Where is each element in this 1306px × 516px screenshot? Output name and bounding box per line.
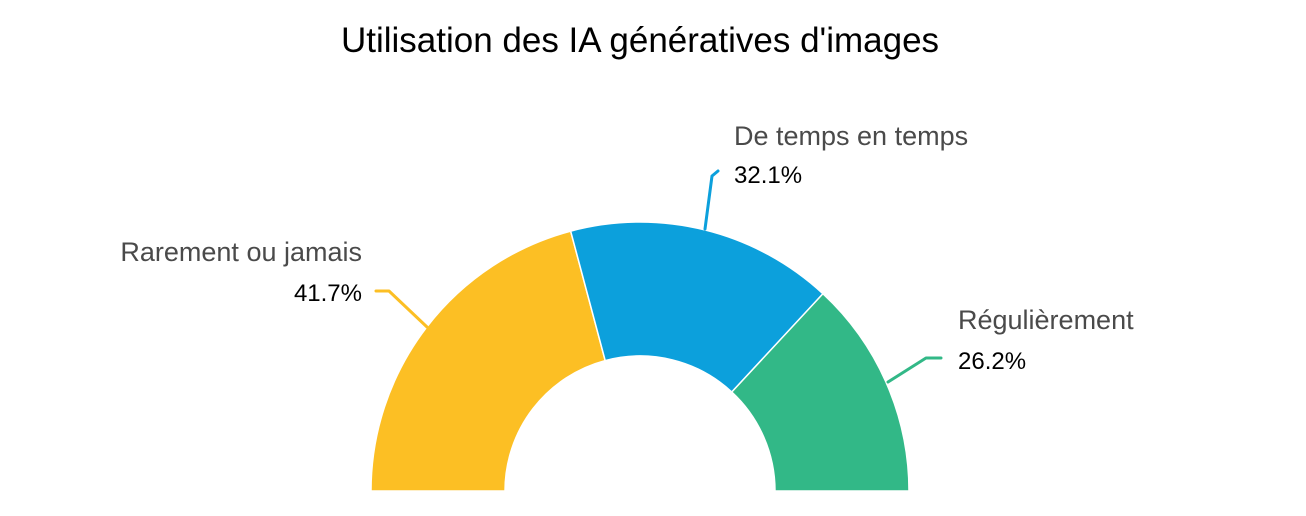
slice-value-2: 32.1% [734,162,802,189]
slice-2[interactable] [569,221,824,394]
data-labels-layer: Rarement ou jamais 41.7% De temps en temps… [120,121,1134,375]
chart-title: Utilisation des IA génératives d'images [341,21,939,60]
slice-label-3: Régulièrement [958,305,1134,335]
slice-value-3: 26.2% [958,348,1026,375]
slice-label-1: Rarement ou jamais [120,237,362,267]
slice-3[interactable] [730,292,910,492]
leader-line-2 [703,169,720,231]
leader-line-1 [374,289,429,329]
leader-line-3 [886,356,943,384]
slice-label-2: De temps en temps [734,121,968,151]
slice-1[interactable] [370,230,607,492]
slice-value-1: 41.7% [294,280,362,307]
leader-lines-layer [374,169,943,384]
slices-layer [370,221,910,492]
